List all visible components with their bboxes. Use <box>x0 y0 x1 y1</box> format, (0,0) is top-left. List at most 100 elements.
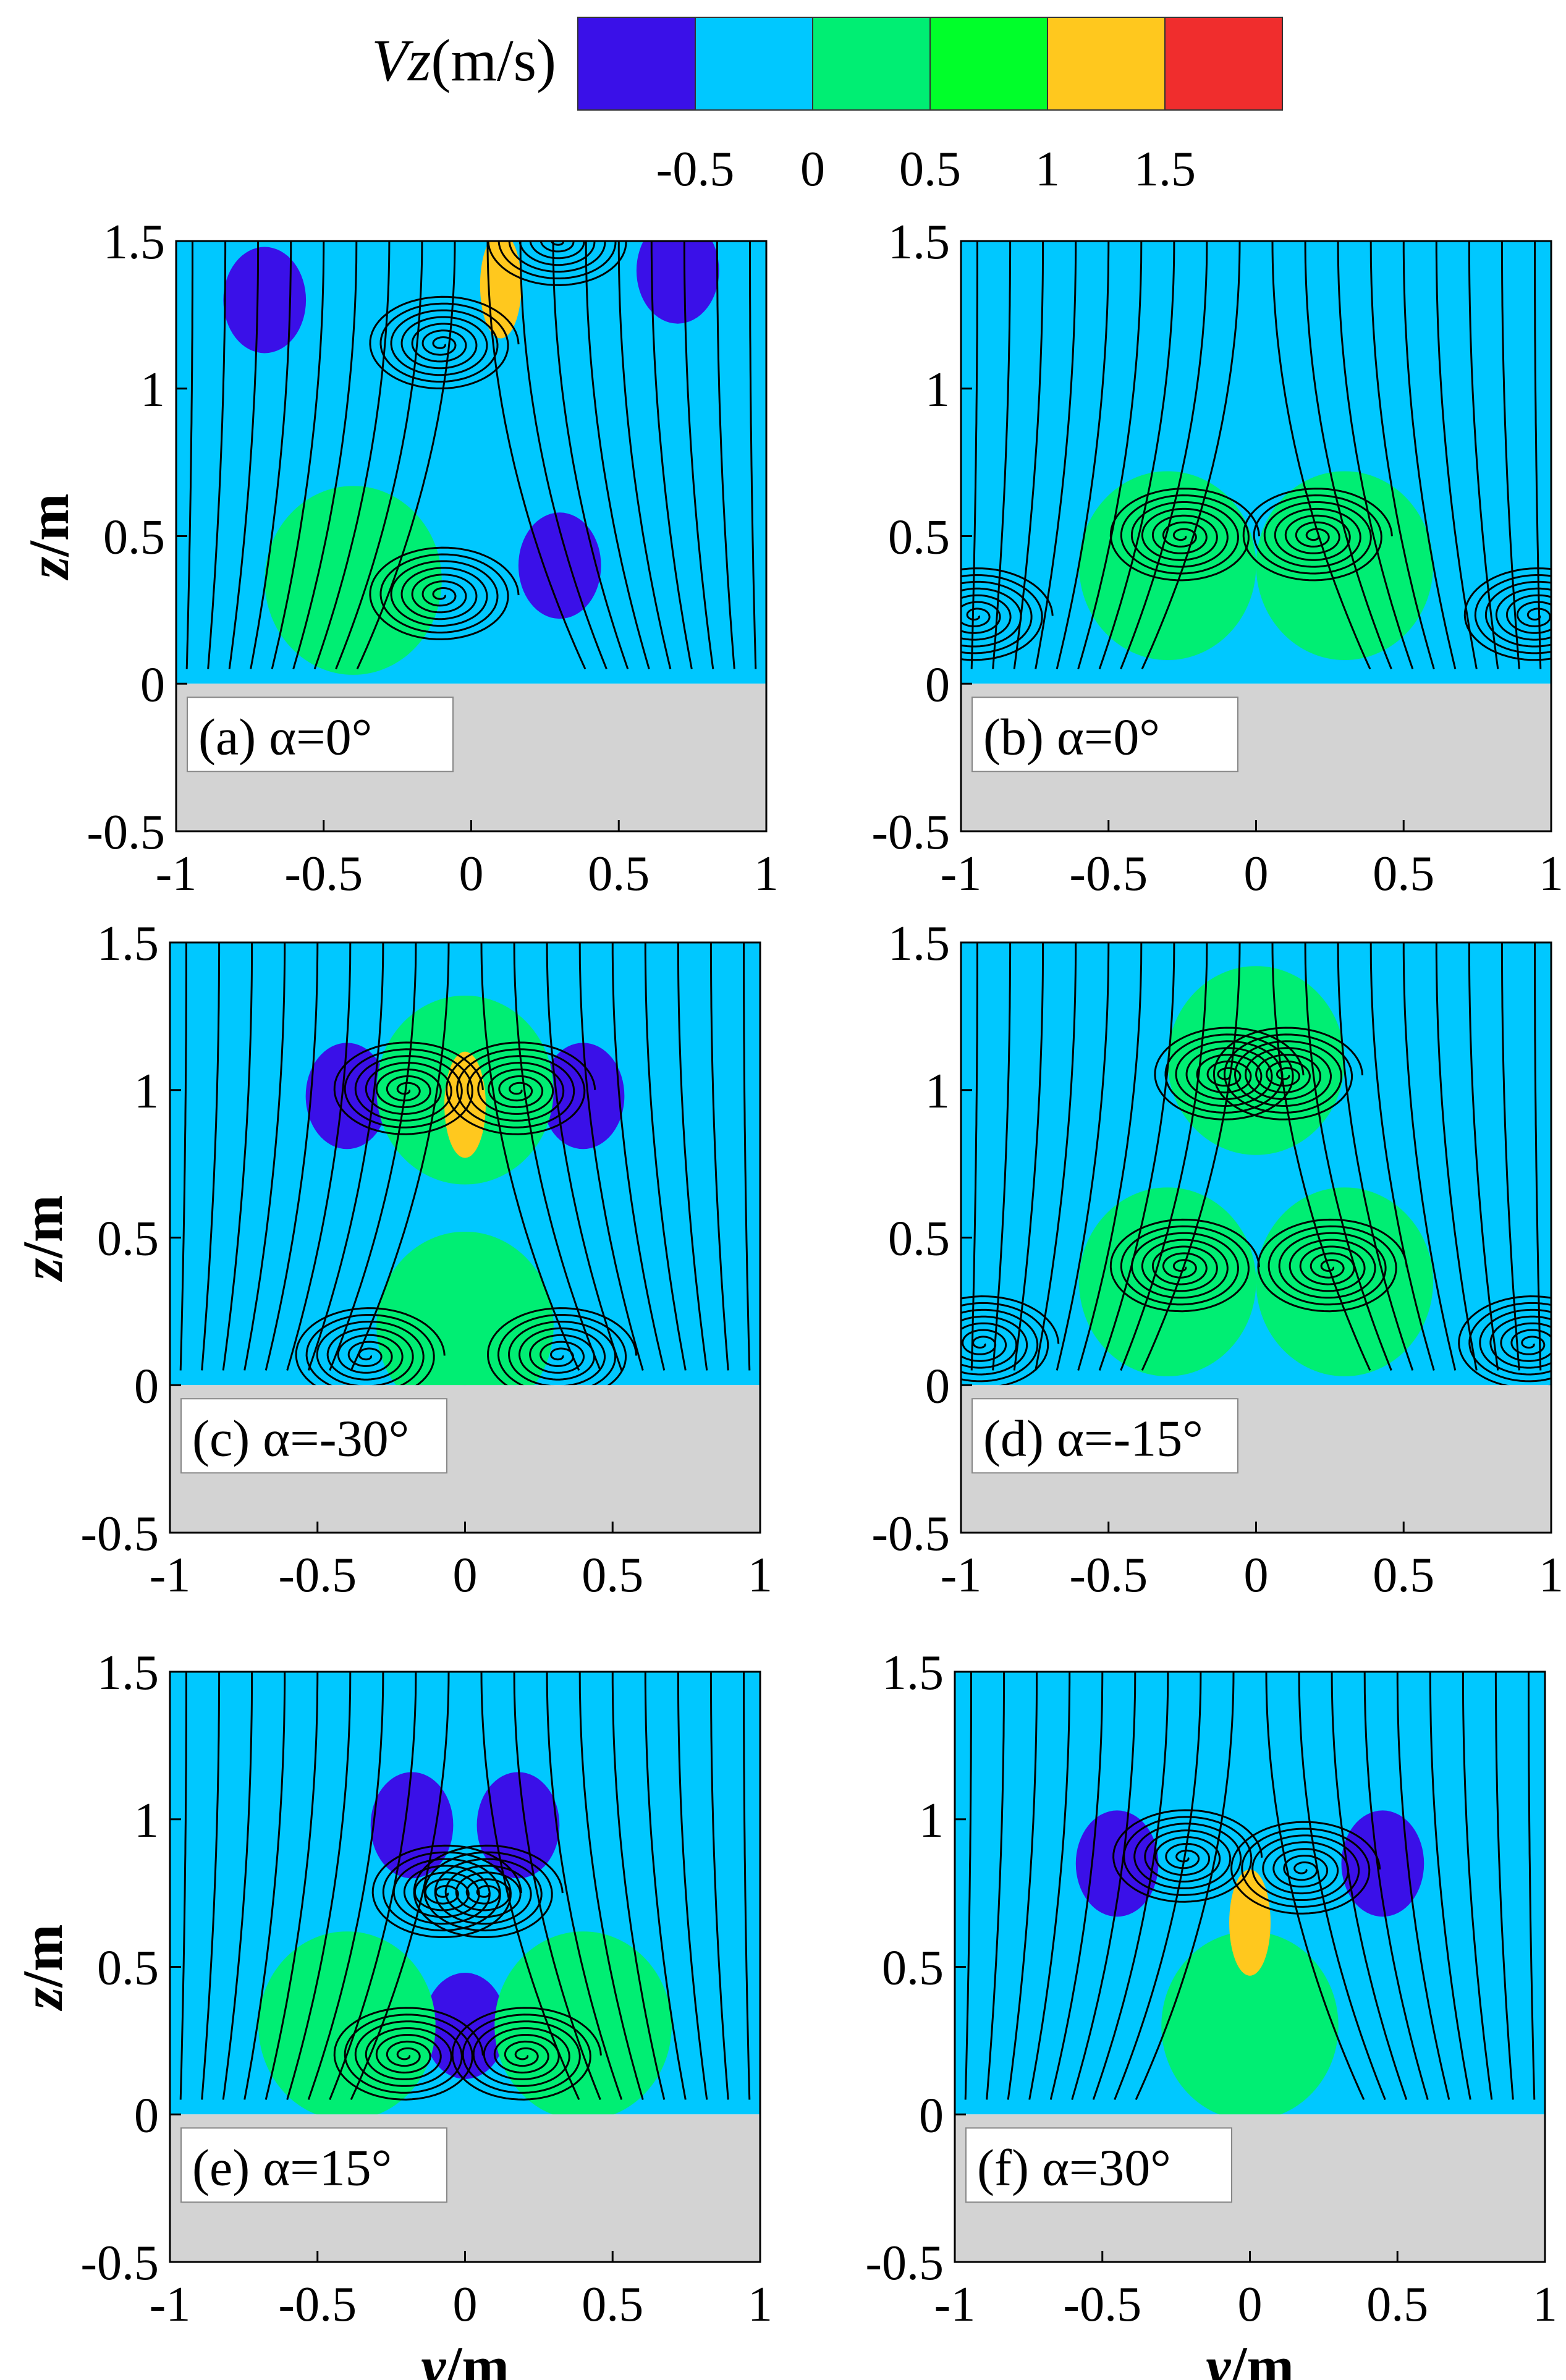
streamline-vortex <box>1458 1295 1551 1386</box>
streamline <box>1056 942 1110 1371</box>
panel-label: (d) α=-15° <box>983 1410 1203 1467</box>
y-tick-label: 0 <box>919 2088 944 2143</box>
y-tick-label: 0 <box>134 2088 159 2143</box>
x-tick-label: -1 <box>156 847 197 901</box>
streamline <box>243 1672 286 2100</box>
y-tick-label: 0 <box>925 658 950 712</box>
colorbar-level-label: 0 <box>800 142 825 197</box>
streamline <box>1402 942 1457 1371</box>
streamline <box>611 942 666 1371</box>
streamline-vortex <box>1213 1027 1364 1120</box>
y-tick-label: 0.5 <box>97 1941 159 1996</box>
contour-region <box>1256 1187 1433 1376</box>
streamline <box>1092 1672 1169 2100</box>
streamline <box>1071 1672 1136 2100</box>
streamline <box>228 241 260 669</box>
y-axis-label: z/m <box>11 1924 74 2011</box>
streamline <box>743 942 751 1371</box>
streamline <box>1013 241 1044 669</box>
y-tick-label: 0.5 <box>888 1212 950 1266</box>
panel-b: (b) α=0°-1 -0.5 0 0.5 11.510.50-0.5 <box>871 215 1564 901</box>
panel-a: (a) α=0°-1 -0.5 0 0.5 11.510.50-0.5z/m <box>17 215 779 901</box>
panel-label-box <box>180 2127 447 2203</box>
streamline <box>286 942 352 1371</box>
x-axis-label: y/m <box>415 2335 509 2380</box>
streamline <box>1265 1672 1365 2101</box>
contour-region <box>258 1931 436 2115</box>
colorbar-level-label: -0.5 <box>656 142 735 197</box>
streamline <box>1534 241 1542 669</box>
streamline <box>335 241 423 669</box>
x-tick-label: -1 <box>150 2277 191 2332</box>
streamline-vortex <box>333 2007 484 2101</box>
streamline <box>644 942 687 1371</box>
streamline <box>1077 942 1143 1371</box>
x-tick-label: 0 <box>1238 2277 1263 2332</box>
x-axis-label: y/m <box>1200 2335 1294 2380</box>
streamline <box>1468 241 1499 669</box>
streamline <box>1435 241 1478 669</box>
streamline-vortex <box>1242 488 1393 582</box>
streamline-vortex <box>961 567 1054 661</box>
streamline <box>265 1672 319 2100</box>
streamline-vortex <box>295 1307 446 1386</box>
streamline <box>585 241 650 669</box>
x-tick-label: 0.5 <box>582 1548 643 1603</box>
colorbar-level-label: 0.5 <box>899 142 961 197</box>
streamline-vortex <box>369 295 520 390</box>
streamline <box>1028 1672 1071 2100</box>
streamline <box>179 1672 187 2100</box>
x-tick-label: 0.5 <box>1373 847 1434 901</box>
streamline <box>1007 1672 1038 2100</box>
x-tick-label: -1 <box>941 847 982 901</box>
x-tick-label: 0 <box>459 847 484 901</box>
panel-label-box <box>187 697 454 773</box>
y-tick-label: 1 <box>140 363 165 417</box>
streamline <box>350 942 450 1371</box>
streamline <box>644 1672 687 2100</box>
x-tick-label: 1 <box>748 2277 772 2332</box>
x-tick-label: -0.5 <box>278 2277 357 2332</box>
streamline <box>1049 1672 1104 2100</box>
y-tick-label: -0.5 <box>80 1507 159 1561</box>
y-tick-label: 1 <box>925 1064 950 1119</box>
streamline-vortex <box>371 1844 522 1939</box>
panel-e: (e) α=15°-1 -0.5 0 0.5 11.510.50-0.5z/my/m <box>11 1646 772 2380</box>
x-tick-label: -0.5 <box>1063 2277 1141 2332</box>
streamline <box>1035 241 1077 669</box>
y-tick-label: 1 <box>134 1793 159 1848</box>
streamline <box>749 241 757 669</box>
streamline <box>650 241 693 669</box>
x-tick-label: 0.5 <box>1373 1548 1434 1603</box>
streamline <box>329 942 417 1371</box>
streamline <box>179 942 187 1371</box>
y-tick-label: -0.5 <box>871 1507 950 1561</box>
streamline <box>480 1672 580 2101</box>
colorbar-swatch-2 <box>812 17 931 111</box>
streamline <box>185 241 193 669</box>
streamline <box>1369 942 1435 1371</box>
streamline <box>546 1672 623 2100</box>
streamline <box>1494 1672 1514 2100</box>
y-axis-label: z/m <box>11 1195 74 1282</box>
y-tick-label: 1.5 <box>97 917 159 971</box>
colorbar-level-label: 1 <box>1035 142 1060 197</box>
y-tick-label: 0.5 <box>882 1941 944 1996</box>
x-tick-label: 0.5 <box>582 2277 643 2332</box>
streamline <box>201 942 221 1371</box>
panel-label-box <box>180 1398 447 1474</box>
streamline <box>617 241 672 669</box>
colorbar-level-label: 1.5 <box>1134 142 1196 197</box>
streamline <box>1396 1672 1450 2100</box>
streamline <box>1462 1672 1493 2100</box>
streamline <box>1114 1672 1202 2100</box>
colorbar-swatch-0 <box>577 17 696 111</box>
panel-f: (f) α=30°-1 -0.5 0 0.5 11.510.50-0.5y/m <box>865 1646 1557 2380</box>
streamline <box>513 942 601 1371</box>
streamline <box>677 1672 708 2100</box>
y-tick-label: -0.5 <box>87 805 165 860</box>
streamline <box>716 241 735 669</box>
streamline <box>1337 942 1414 1371</box>
panel-label-box <box>965 2127 1232 2203</box>
streamline <box>1141 942 1241 1371</box>
